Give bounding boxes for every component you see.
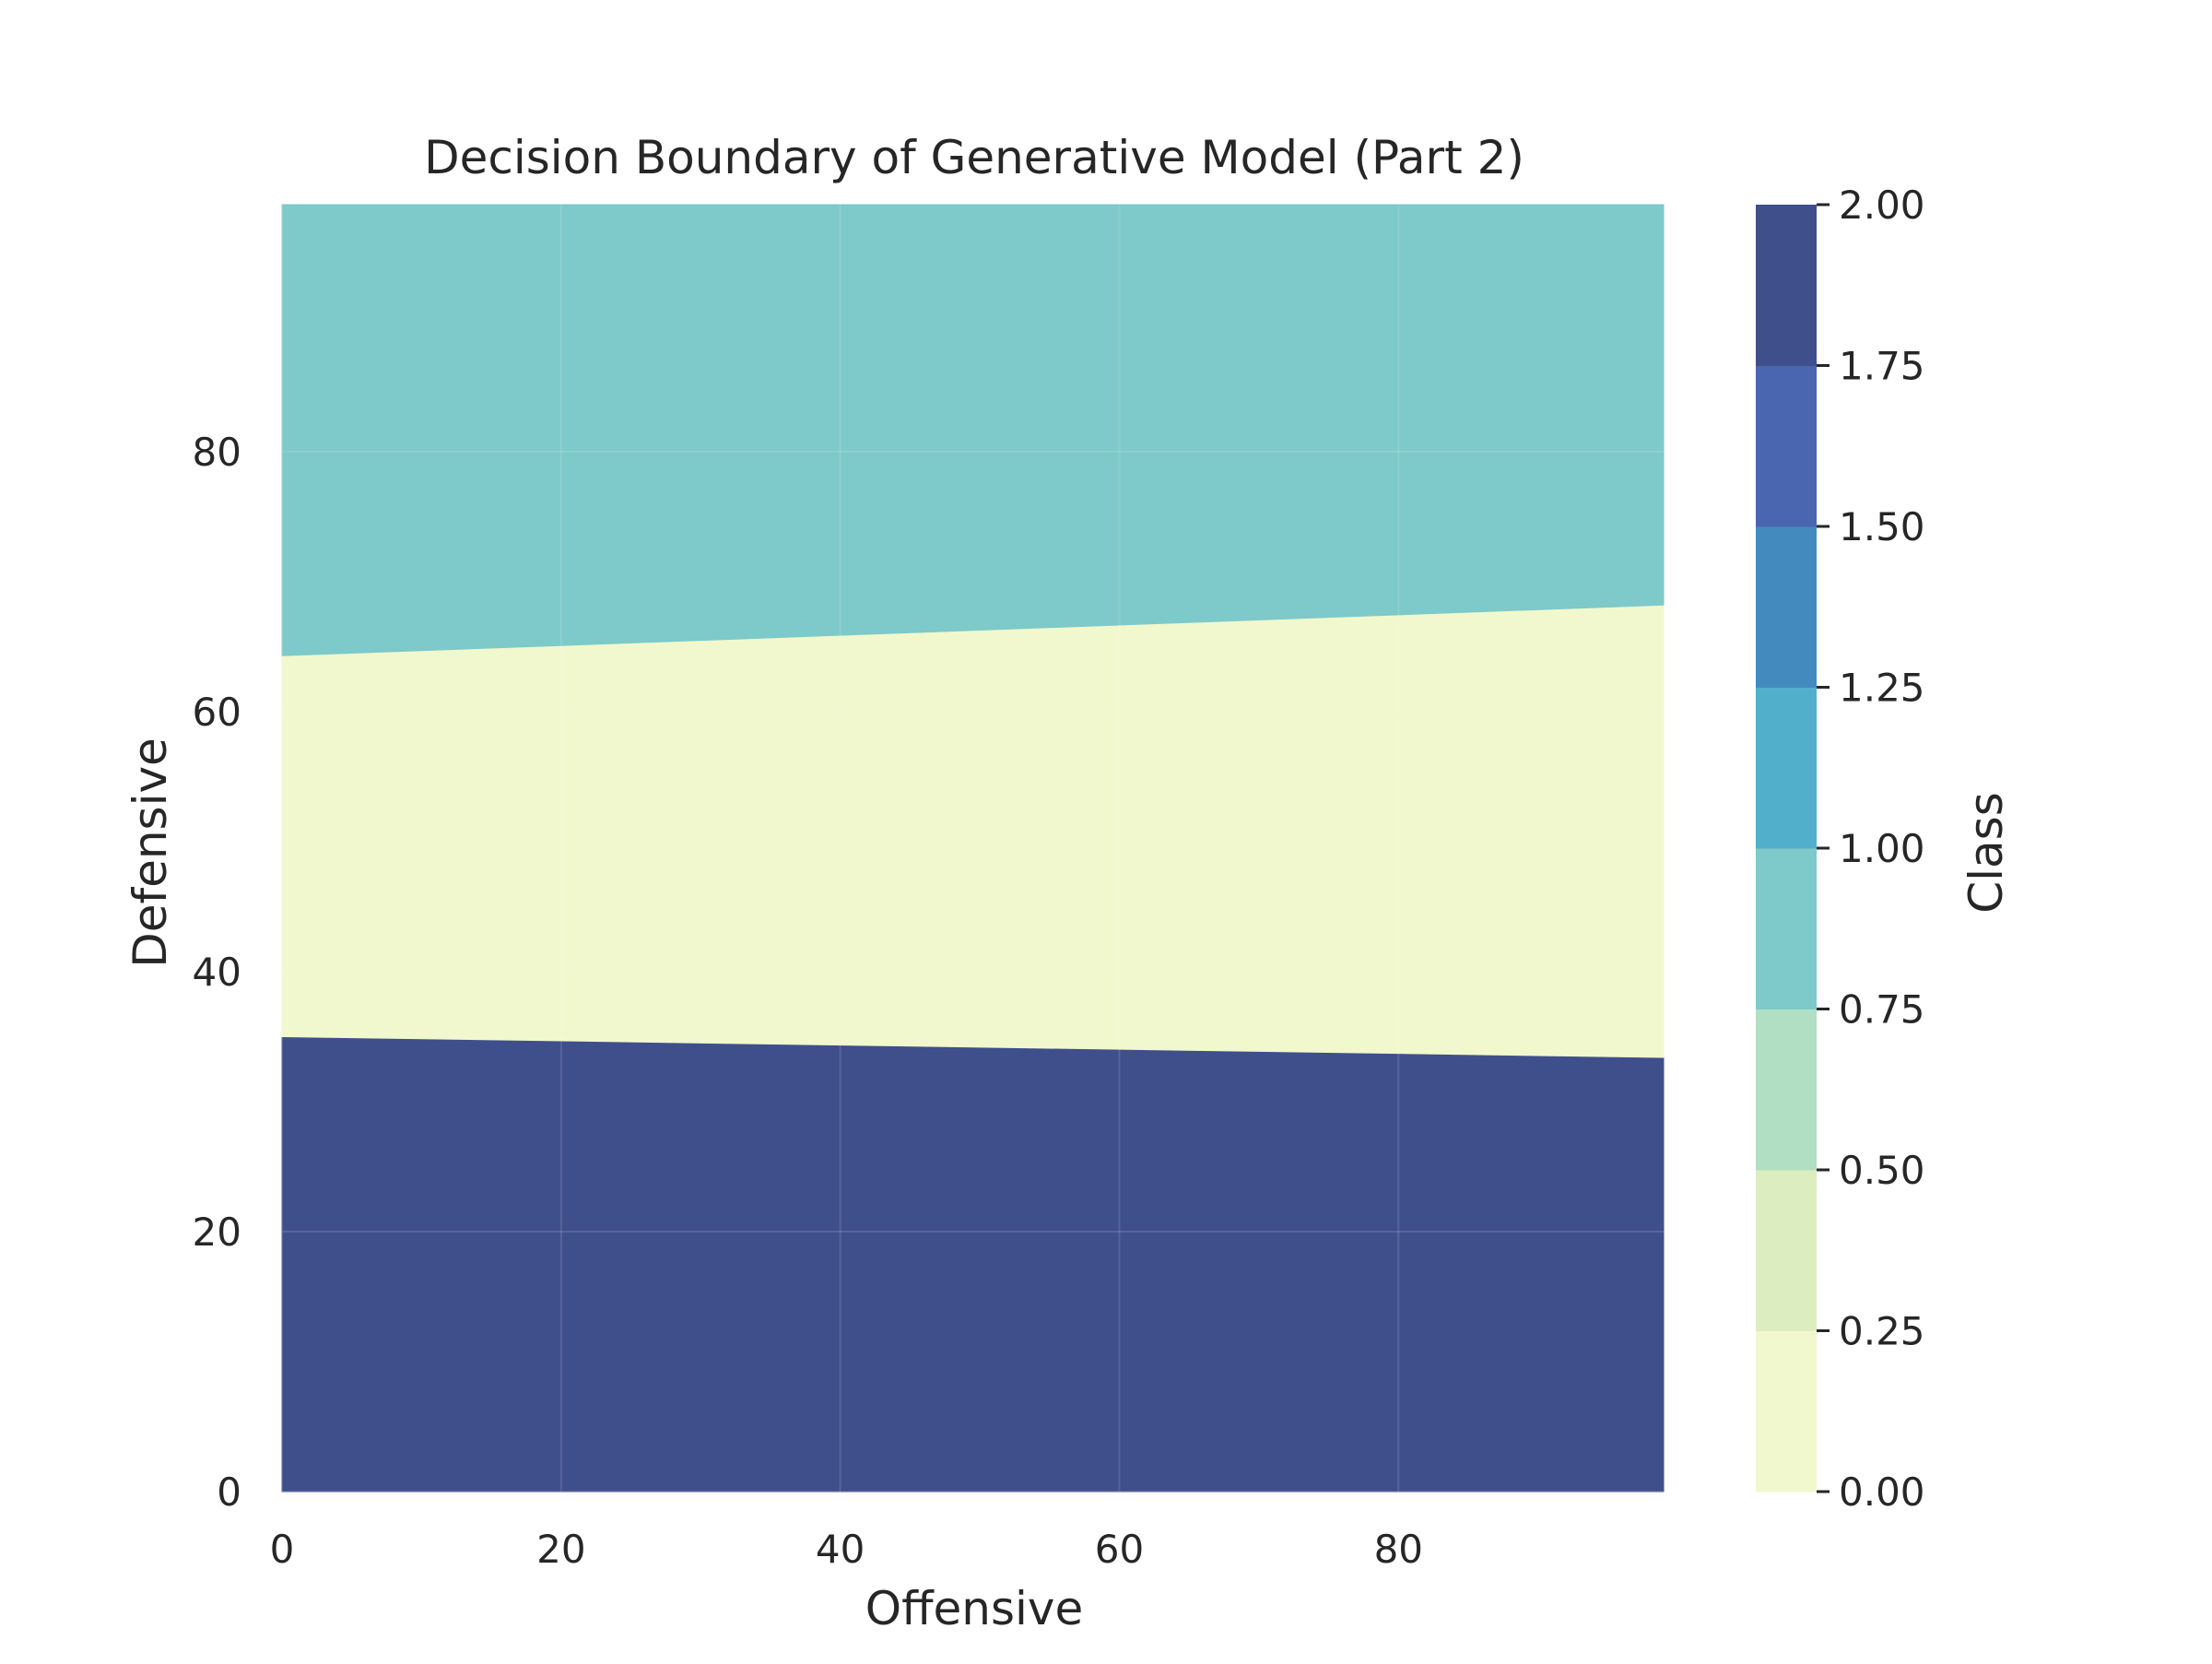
x-axis-ticks: 0 20 40 60 80 bbox=[270, 1527, 1423, 1572]
region-class-2 bbox=[281, 1035, 1665, 1493]
x-tick-label: 40 bbox=[816, 1527, 865, 1572]
y-tick-label: 20 bbox=[193, 1210, 241, 1255]
x-tick-label: 0 bbox=[270, 1527, 295, 1572]
plot-grid bbox=[281, 205, 1664, 1493]
colorbar-label: Class bbox=[1959, 792, 2013, 914]
colorbar-tick-label: 2.00 bbox=[1839, 183, 1925, 228]
colorbar-tick-label: 0.75 bbox=[1839, 987, 1925, 1033]
colorbar-band-0 bbox=[1756, 1330, 1817, 1493]
x-axis-label: Offensive bbox=[865, 1582, 1084, 1635]
colorbar-tick-label: 1.00 bbox=[1839, 826, 1925, 871]
plot-area bbox=[281, 204, 1665, 1493]
x-tick-label: 60 bbox=[1095, 1527, 1144, 1572]
colorbar-tick-label: 1.75 bbox=[1839, 344, 1925, 389]
region-class-0 bbox=[281, 604, 1665, 1058]
x-tick-label: 20 bbox=[536, 1527, 585, 1572]
colorbar-tick-label: 1.25 bbox=[1839, 666, 1925, 711]
y-tick-label: 80 bbox=[193, 430, 241, 475]
y-tick-label: 0 bbox=[217, 1469, 241, 1515]
colorbar: 0.00 0.25 0.50 0.75 1.00 1.25 1.50 1.75 2.00 bbox=[1756, 183, 1925, 1515]
colorbar-band-6 bbox=[1756, 365, 1817, 527]
colorbar-tick-label: 0.50 bbox=[1839, 1148, 1925, 1193]
colorbar-tick-label: 0.25 bbox=[1839, 1309, 1925, 1354]
x-tick-label: 80 bbox=[1374, 1527, 1423, 1572]
y-axis-ticks: 0 20 40 60 80 bbox=[193, 430, 241, 1515]
colorbar-band-2 bbox=[1756, 1009, 1817, 1171]
colorbar-tick-label: 0.00 bbox=[1839, 1469, 1925, 1515]
colorbar-band-5 bbox=[1756, 526, 1817, 688]
y-tick-label: 40 bbox=[193, 950, 241, 995]
y-tick-label: 60 bbox=[193, 690, 241, 735]
region-class-1 bbox=[281, 204, 1665, 656]
chart-title: Decision Boundary of Generative Model (P… bbox=[424, 131, 1524, 184]
colorbar-band-1 bbox=[1756, 1170, 1817, 1331]
colorbar-band-7 bbox=[1756, 205, 1817, 366]
colorbar-tick-label: 1.50 bbox=[1839, 504, 1925, 549]
colorbar-band-3 bbox=[1756, 848, 1817, 1009]
y-axis-label: Defensive bbox=[124, 738, 177, 968]
colorbar-band-4 bbox=[1756, 687, 1817, 849]
